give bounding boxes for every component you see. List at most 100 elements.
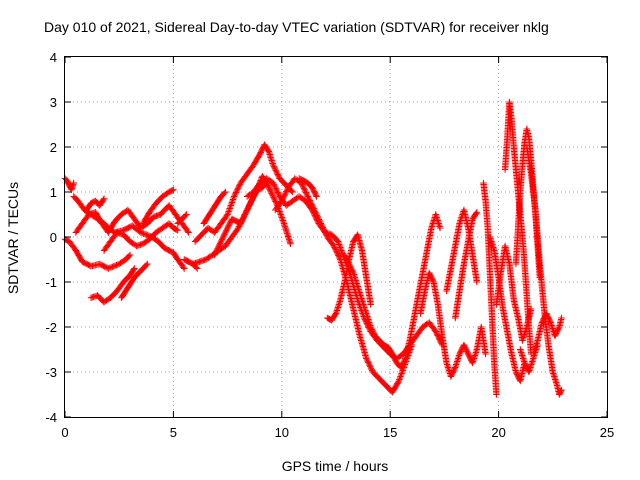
- data-point: [318, 223, 326, 230]
- data-point: [306, 197, 313, 204]
- ticks-layer: 0 5 10 15 20 25 -4 -3 -2 -1 0 1 2 3 4: [45, 50, 614, 440]
- data-point: [363, 356, 371, 364]
- data-point: [368, 366, 375, 373]
- data-point: [272, 167, 279, 174]
- data-point: [228, 200, 235, 208]
- data-point: [230, 194, 237, 202]
- data-point: [281, 192, 288, 199]
- data-point: [224, 211, 231, 218]
- y-tick-label: 1: [50, 185, 57, 200]
- x-tick-label: 5: [170, 425, 177, 440]
- series-arc-31: [517, 341, 541, 376]
- data-point: [336, 241, 343, 248]
- data-point: [273, 187, 281, 195]
- data-point: [312, 209, 319, 216]
- data-point: [305, 194, 312, 202]
- data-point: [275, 172, 282, 179]
- data-point: [236, 182, 243, 189]
- data-point: [555, 325, 562, 332]
- data-point: [272, 198, 279, 205]
- y-axis-label: SDTVAR / TECUs: [5, 182, 21, 294]
- data-point: [309, 202, 316, 210]
- data-point: [301, 186, 308, 193]
- data-point: [436, 224, 444, 232]
- series-arc-10: [174, 211, 190, 227]
- data-point: [269, 191, 276, 198]
- data-point: [100, 195, 108, 202]
- series-arc-05: [83, 195, 108, 214]
- data-point: [310, 205, 317, 212]
- data-point: [337, 245, 345, 253]
- data-point: [184, 228, 191, 235]
- data-point: [546, 318, 554, 325]
- grid-layer: [65, 57, 607, 417]
- data-point: [273, 169, 281, 177]
- x-tick-label: 20: [491, 425, 505, 440]
- data-point: [274, 189, 281, 196]
- data-point: [367, 363, 374, 370]
- data-point: [558, 314, 565, 322]
- data-point: [304, 193, 312, 200]
- series-arc-20: [341, 211, 444, 371]
- data-point: [227, 203, 234, 211]
- series-arc-25: [486, 233, 528, 385]
- data-point: [279, 195, 287, 202]
- data-point: [349, 268, 356, 275]
- series-arc-18: [295, 175, 320, 200]
- y-tick-label: 2: [50, 140, 57, 155]
- data-point: [235, 183, 242, 191]
- data-point: [307, 198, 314, 206]
- data-point: [270, 163, 277, 170]
- data-point: [432, 328, 439, 335]
- data-point: [114, 261, 122, 268]
- data-point: [100, 196, 107, 204]
- data-point: [316, 217, 323, 224]
- data-point: [330, 242, 338, 250]
- data-point: [287, 240, 294, 247]
- data-point: [111, 262, 119, 269]
- data-point: [302, 187, 309, 195]
- data-point: [283, 188, 290, 195]
- data-point: [396, 374, 404, 382]
- data-point: [270, 194, 277, 201]
- data-point: [289, 188, 296, 196]
- data-point: [139, 229, 146, 237]
- data-point: [338, 247, 345, 254]
- data-point: [225, 208, 232, 215]
- data-point: [303, 190, 310, 197]
- data-point: [395, 377, 403, 385]
- data-point: [451, 365, 458, 372]
- data-point: [273, 168, 280, 175]
- data-point: [269, 179, 277, 187]
- data-point: [558, 386, 565, 394]
- data-point: [235, 224, 242, 232]
- series-arc-14: [200, 188, 229, 227]
- data-point: [318, 221, 325, 229]
- data-point: [557, 387, 565, 395]
- y-tick-label: 0: [50, 230, 57, 245]
- data-point: [229, 196, 237, 203]
- data-point: [234, 226, 241, 233]
- data-point: [279, 196, 286, 203]
- data-point: [322, 231, 330, 238]
- data-point: [269, 161, 277, 169]
- data-point: [126, 251, 134, 259]
- data-point: [221, 189, 228, 197]
- y-tick-label: -1: [45, 275, 57, 290]
- data-point: [335, 252, 342, 259]
- data-point: [279, 215, 286, 223]
- data-point: [107, 264, 115, 271]
- data-point: [401, 356, 408, 363]
- data-point: [316, 218, 324, 226]
- data-point: [307, 200, 315, 207]
- data-point: [228, 199, 236, 206]
- data-point: [281, 191, 289, 198]
- data-point: [473, 209, 481, 216]
- data-point: [278, 197, 285, 205]
- data-point: [283, 187, 291, 194]
- data-point: [144, 232, 151, 239]
- data-point: [335, 253, 343, 260]
- data-point: [274, 171, 281, 178]
- data-point: [232, 190, 239, 197]
- data-point: [331, 245, 339, 252]
